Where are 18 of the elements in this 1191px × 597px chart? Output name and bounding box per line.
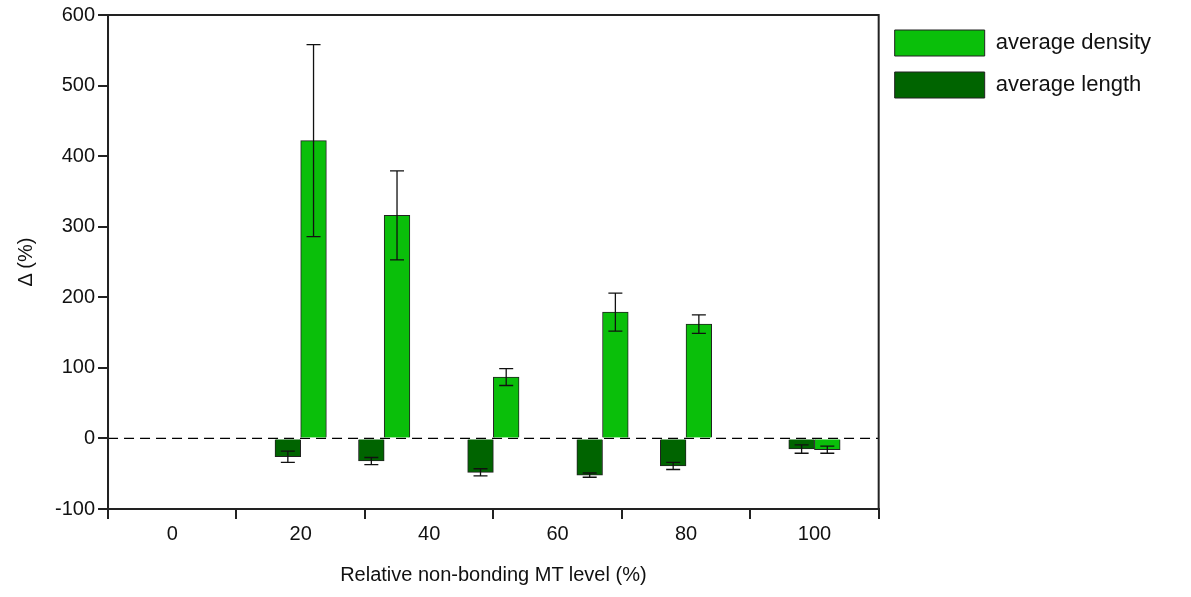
y-tick-label: 300 <box>61 214 96 237</box>
x-tick-label: 20 <box>289 521 312 544</box>
y-tick-label: 0 <box>83 425 96 448</box>
x-tick-label: 40 <box>418 521 441 544</box>
y-tick-label: 500 <box>61 73 96 96</box>
y-tick-label: 200 <box>61 284 96 307</box>
y-tick-label: 600 <box>61 2 96 25</box>
y-axis-title: Δ (%) <box>13 237 36 287</box>
y-tick-label: -100 <box>55 496 96 519</box>
y-tick-label: 400 <box>61 143 96 166</box>
x-tick-label: 60 <box>546 521 569 544</box>
x-tick-label: 80 <box>674 521 698 544</box>
x-tick-label: 0 <box>166 521 178 544</box>
legend-label: average length <box>995 71 1142 97</box>
x-axis-title: Relative non-bonding MT level (%) <box>340 562 647 585</box>
x-tick-label: 100 <box>797 521 832 544</box>
legend-label: average density <box>995 29 1152 55</box>
y-tick-label: 100 <box>61 355 96 378</box>
